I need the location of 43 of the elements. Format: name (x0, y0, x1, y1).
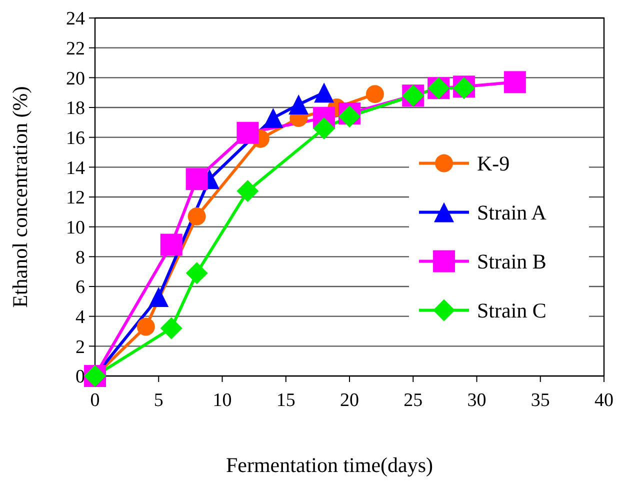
legend-label: Strain C (477, 298, 546, 323)
point (313, 117, 336, 140)
y-tick-label: 2 (76, 336, 85, 358)
x-tick-label: 20 (340, 390, 359, 411)
legend-label: Strain A (477, 200, 548, 225)
y-tick-label: 8 (76, 247, 85, 268)
point (148, 286, 169, 307)
y-tick-label: 16 (66, 128, 85, 149)
y-tick-label: 4 (76, 306, 86, 328)
y-tick-label: 12 (66, 188, 85, 209)
y-tick-label: 6 (76, 277, 85, 298)
point (504, 71, 526, 94)
x-axis-title: Fermentation time(days) (226, 453, 434, 477)
legend-label: Strain B (477, 250, 546, 274)
x-tick-label: 25 (404, 390, 423, 411)
x-tick-label: 40 (594, 390, 614, 411)
legend-label: K-9 (477, 152, 510, 176)
point (160, 317, 182, 340)
x-tick-label: 5 (154, 390, 164, 411)
x-tick-label: 15 (276, 390, 296, 411)
point (136, 318, 155, 336)
point (366, 85, 384, 104)
point (288, 94, 309, 115)
x-tick-label: 35 (530, 390, 550, 411)
point (236, 122, 259, 144)
y-tick-label: 0 (76, 366, 85, 388)
point (186, 262, 208, 284)
point (263, 108, 284, 128)
point (160, 234, 182, 256)
y-tick-label: 24 (66, 8, 86, 30)
x-tick-label: 30 (467, 390, 486, 411)
y-axis-title: Ethanol concentration (%) (8, 86, 32, 308)
point (188, 207, 206, 226)
y-tick-label: 10 (66, 217, 85, 238)
y-tick-label: 18 (66, 98, 85, 120)
y-tick-label: 14 (66, 158, 86, 179)
y-tick-label: 22 (66, 38, 85, 60)
point (314, 82, 334, 103)
y-tick-label: 20 (66, 68, 85, 90)
point (186, 168, 208, 190)
x-tick-label: 0 (90, 390, 100, 411)
x-tick-label: 10 (212, 390, 232, 411)
point (236, 180, 259, 202)
